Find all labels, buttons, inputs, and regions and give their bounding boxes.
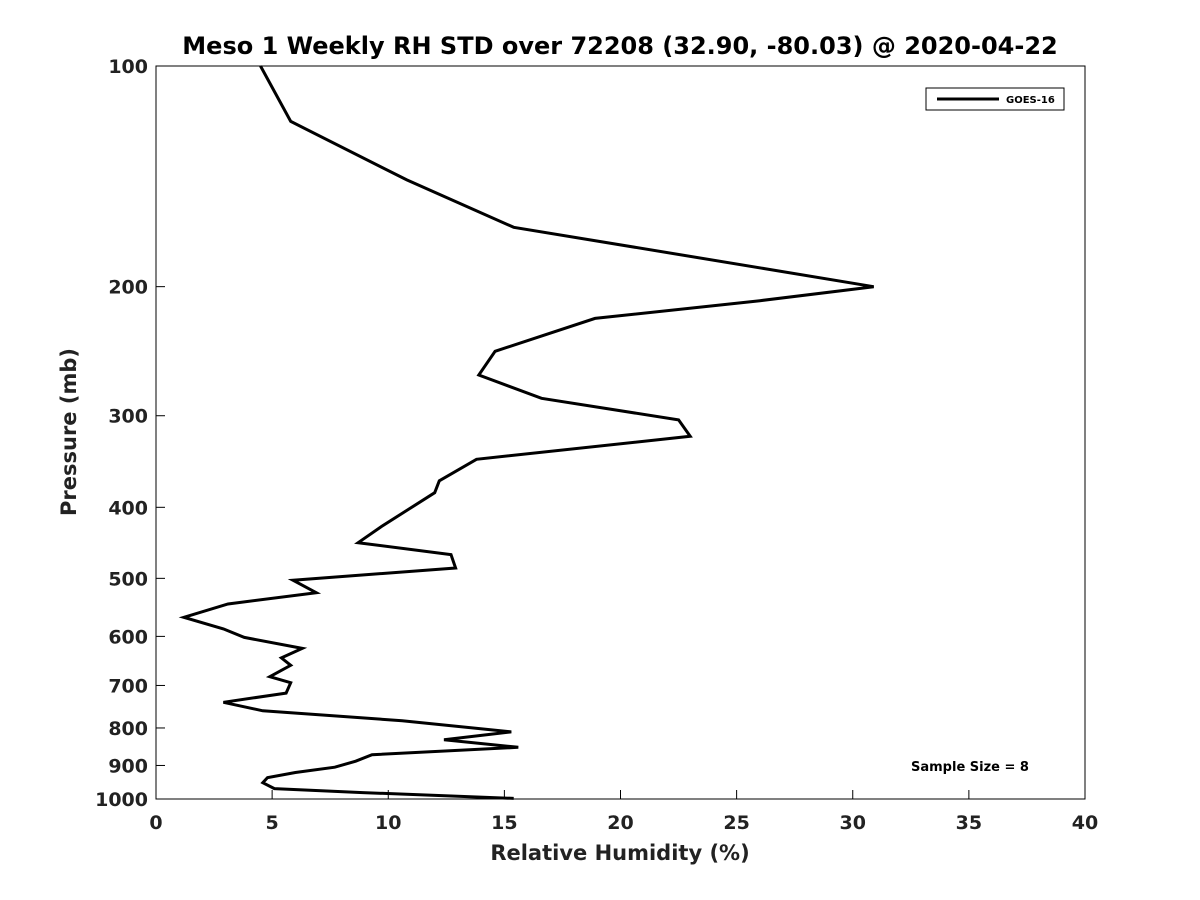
series-line-goes-16 (178, 65, 874, 800)
chart-title: Meso 1 Weekly RH STD over 72208 (32.90, … (182, 32, 1057, 60)
x-tick-label: 20 (607, 812, 633, 834)
y-tick-label: 700 (108, 675, 148, 697)
series-layer (178, 65, 874, 800)
y-tick-label: 900 (108, 755, 148, 777)
sample-size-annotation: Sample Size = 8 (911, 760, 1029, 775)
y-tick-label: 300 (108, 406, 148, 428)
y-tick-label: 800 (108, 718, 148, 740)
y-tick-label: 500 (108, 568, 148, 590)
y-tick-label: 200 (108, 277, 148, 299)
legend: GOES-16 (925, 87, 1065, 111)
x-tick-label: 5 (266, 812, 279, 834)
y-axis: 100 200 300 400 500 600 700 800 900 1000 (95, 56, 165, 811)
x-tick-label: 30 (840, 812, 866, 834)
x-tick-label: 10 (375, 812, 401, 834)
x-tick-label: 40 (1072, 812, 1098, 834)
y-axis-label: Pressure (mb) (57, 348, 81, 516)
y-tick-label: 100 (108, 56, 148, 78)
y-tick-label: 400 (108, 497, 148, 519)
y-tick-label: 600 (108, 626, 148, 648)
x-tick-label: 35 (956, 812, 982, 834)
x-axis-label: Relative Humidity (%) (490, 841, 749, 865)
x-axis: 0 5 10 15 20 25 30 35 40 (149, 790, 1098, 834)
legend-label: GOES-16 (1006, 95, 1055, 106)
x-tick-label: 0 (149, 812, 162, 834)
x-tick-label: 25 (723, 812, 749, 834)
y-tick-label: 1000 (95, 789, 148, 811)
plot-area-frame (155, 65, 1086, 800)
x-tick-label: 15 (491, 812, 517, 834)
